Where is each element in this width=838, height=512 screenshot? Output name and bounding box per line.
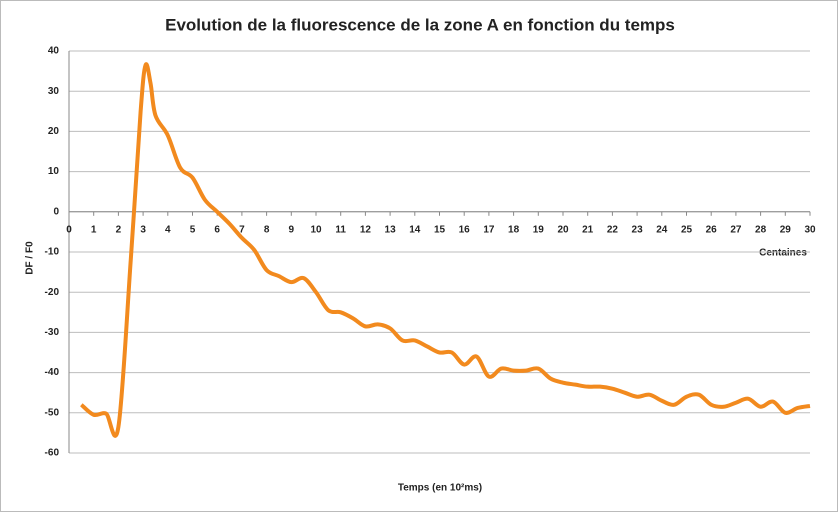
x-tick-label: 7 bbox=[239, 224, 245, 235]
x-tick-label: 3 bbox=[140, 224, 146, 235]
x-tick-label: 10 bbox=[310, 224, 322, 235]
y-tick-label: 40 bbox=[48, 46, 60, 57]
x-tick-label: 30 bbox=[804, 224, 816, 235]
x-tick-label: 15 bbox=[434, 224, 446, 235]
x-tick-label: 0 bbox=[66, 224, 72, 235]
x-tick-label: 11 bbox=[335, 224, 346, 235]
x-tick-label: 26 bbox=[706, 224, 718, 235]
y-tick-label: -20 bbox=[45, 287, 60, 298]
x-tick-label: 19 bbox=[533, 224, 545, 235]
x-tick-label: 20 bbox=[557, 224, 569, 235]
x-tick-label: 28 bbox=[755, 224, 767, 235]
chart-title: Evolution de la fluorescence de la zone … bbox=[165, 15, 675, 34]
x-tick-label: 4 bbox=[165, 224, 171, 235]
x-tick-label: 1 bbox=[91, 224, 97, 235]
y-tick-label: -50 bbox=[45, 407, 60, 418]
data-line bbox=[80, 62, 811, 438]
x-tick-label: 27 bbox=[730, 224, 742, 235]
y-axis-title: DF / F0 bbox=[25, 241, 36, 275]
x-tick-label: 5 bbox=[190, 224, 196, 235]
x-tick-label: 18 bbox=[508, 224, 520, 235]
y-tick-label: 0 bbox=[53, 206, 59, 217]
y-tick-label: 30 bbox=[48, 86, 60, 97]
x-tick-label: 23 bbox=[632, 224, 644, 235]
y-tick-label: 10 bbox=[48, 166, 60, 177]
x-axis-title: Temps (en 10²ms) bbox=[398, 483, 482, 494]
x-tick-label: 16 bbox=[459, 224, 471, 235]
y-tick-label: -40 bbox=[45, 367, 60, 378]
y-tick-label: -10 bbox=[45, 247, 60, 258]
x-tick-label: 8 bbox=[264, 224, 270, 235]
x-tick-label: 12 bbox=[360, 224, 372, 235]
x-tick-label: 14 bbox=[409, 224, 421, 235]
x-tick-label: 29 bbox=[780, 224, 792, 235]
y-tick-label: -60 bbox=[45, 448, 60, 459]
x-unit-label: Centaines bbox=[759, 248, 807, 259]
x-tick-label: 17 bbox=[483, 224, 495, 235]
x-tick-label: 24 bbox=[656, 224, 668, 235]
x-tick-label: 9 bbox=[289, 224, 295, 235]
y-tick-label: -30 bbox=[45, 327, 60, 338]
x-tick-label: 13 bbox=[385, 224, 397, 235]
x-tick-label: 6 bbox=[214, 224, 220, 235]
x-tick-label: 22 bbox=[607, 224, 619, 235]
x-tick-label: 25 bbox=[681, 224, 693, 235]
y-tick-label: 20 bbox=[48, 126, 60, 137]
x-tick-label: 2 bbox=[116, 224, 122, 235]
x-tick-label: 21 bbox=[582, 224, 594, 235]
